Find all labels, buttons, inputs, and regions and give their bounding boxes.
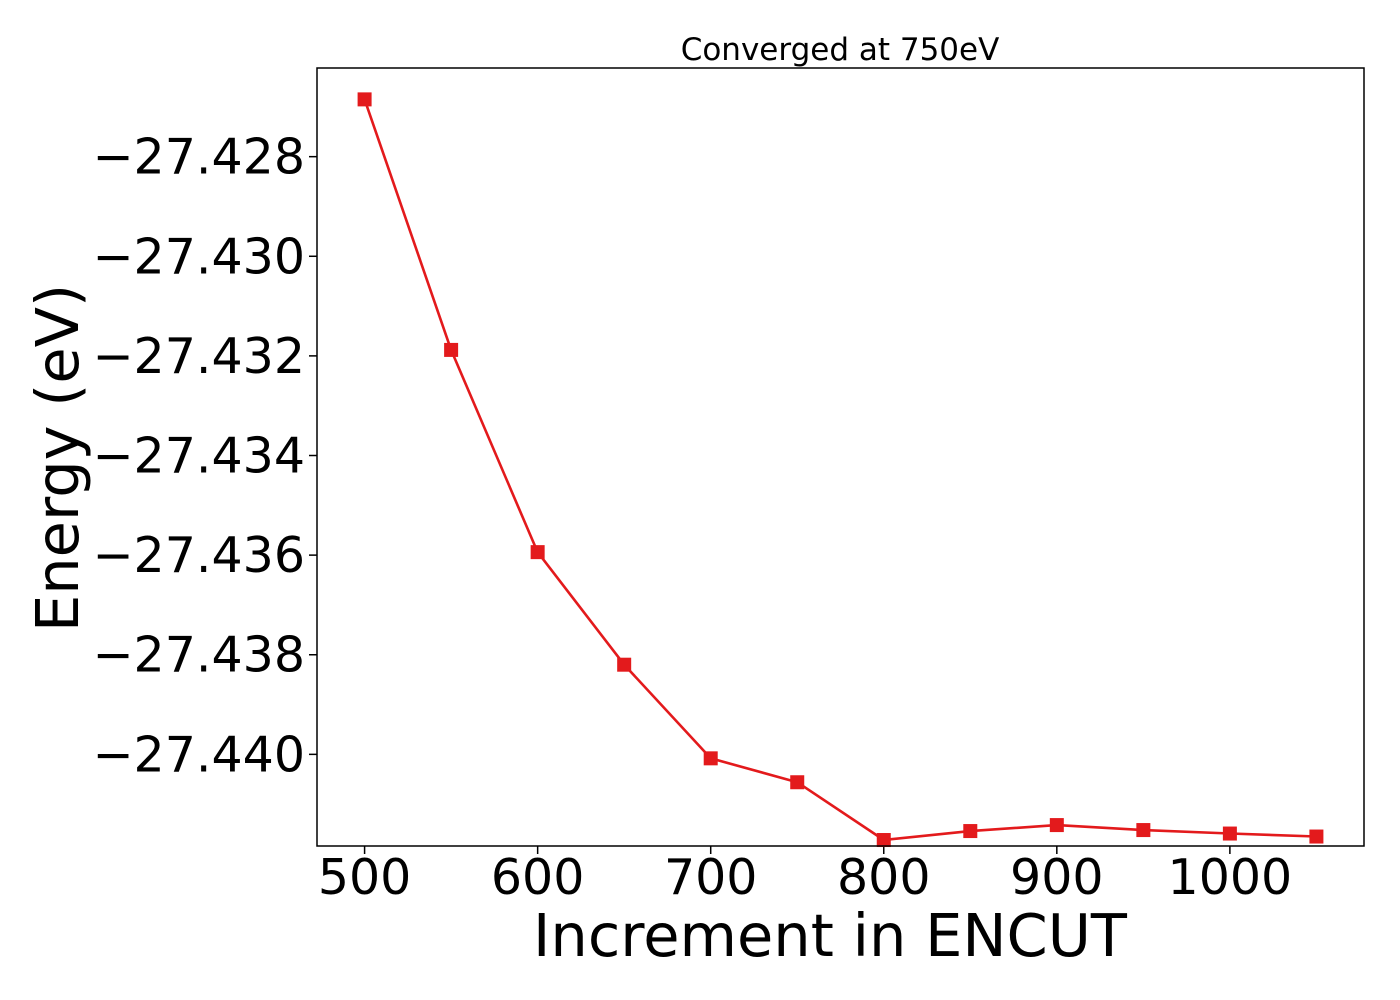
data-point-marker (1136, 823, 1151, 838)
y-axis: −27.428 −27.430 −27.432 −27.434 −27.436 −27.4… (92, 129, 317, 783)
y-tick-label: −27.432 (92, 328, 305, 385)
data-point-marker (1309, 829, 1324, 844)
plot-frame (316, 67, 1365, 847)
y-tick-label: −27.438 (92, 627, 305, 684)
y-axis-label: Energy (eV) (23, 284, 92, 632)
series-line (363, 98, 1317, 842)
data-point-marker (963, 824, 978, 839)
y-tick-label: −27.430 (92, 228, 305, 285)
data-point-marker (444, 342, 459, 357)
data-point-marker (703, 751, 718, 766)
x-tick-label: 500 (318, 849, 412, 906)
x-tick-label: 800 (837, 849, 931, 906)
data-point-marker (790, 775, 805, 790)
x-tick-label: 700 (664, 849, 758, 906)
data-point-marker (530, 545, 545, 560)
data-point-marker (1222, 826, 1237, 841)
data-point-marker (1049, 818, 1064, 833)
y-tick-label: −27.434 (92, 428, 305, 485)
x-axis-label: Increment in ENCUT (533, 901, 1128, 970)
x-tick-label: 900 (1010, 849, 1104, 906)
data-point-marker (876, 833, 891, 848)
y-tick-label: −27.440 (92, 726, 305, 783)
y-tick-label: −27.428 (92, 129, 305, 186)
data-point-marker (617, 657, 632, 672)
series-group (357, 92, 1324, 848)
data-point-marker (357, 92, 372, 107)
chart-title: Converged at 750eV (681, 32, 1000, 68)
y-tick-label: −27.436 (92, 527, 305, 584)
x-tick-label: 1000 (1168, 849, 1293, 906)
x-axis: 500 600 700 800 900 1000 (318, 846, 1292, 906)
x-tick-label: 600 (491, 849, 585, 906)
